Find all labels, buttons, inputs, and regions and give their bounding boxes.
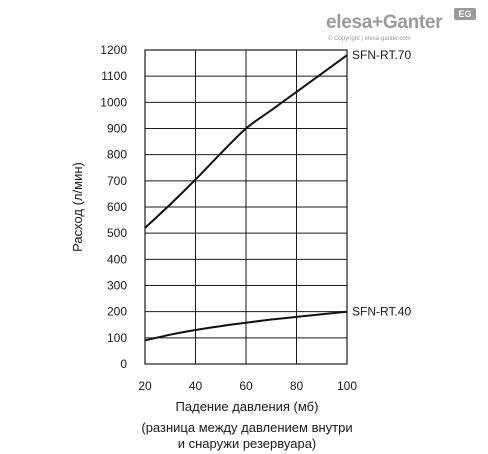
x-tick-label: 60 — [239, 379, 253, 393]
plot-frame — [144, 49, 348, 365]
y-tick-label: 500 — [107, 226, 127, 240]
brand-logo-block: elesa+Ganter EG © Copyright | elesa-gant… — [326, 8, 476, 48]
y-tick-label: 1200 — [100, 43, 127, 57]
y-tick-label: 900 — [107, 122, 127, 136]
series-label-sfn-rt-40: SFN-RT.40 — [352, 305, 411, 319]
x-axis-title: Падение давления (мб) — [176, 399, 319, 414]
y-tick-label: 600 — [107, 200, 127, 214]
y-axis-title: Расход (л/мин) — [70, 162, 85, 252]
x-tick-label: 20 — [138, 379, 152, 393]
y-tick-label: 800 — [107, 148, 127, 162]
x-tick-label: 80 — [290, 379, 304, 393]
curve-layer: SFN-RT.70 SFN-RT.40 — [144, 48, 411, 342]
y-tick-label: 300 — [107, 279, 127, 293]
x-tick-label: 40 — [189, 379, 203, 393]
y-tick-label: 1000 — [100, 95, 127, 109]
eg-badge: EG — [454, 8, 476, 20]
y-tick-label: 200 — [107, 305, 127, 319]
elesa-ganter-logo: elesa+Ganter — [326, 12, 443, 33]
tick-layer: 0 100 200 300 400 500 600 700 800 900 1000 1100 1200… — [100, 43, 357, 393]
y-tick-label: 400 — [107, 252, 127, 266]
grid-layer — [144, 49, 348, 365]
series-line-sfn-rt-40 — [144, 310, 348, 342]
y-tick-label: 0 — [120, 357, 127, 371]
series-label-sfn-rt-70: SFN-RT.70 — [352, 48, 411, 62]
x-tick-label: 100 — [337, 379, 357, 393]
copyright-text: © Copyright | elesa-ganter.com — [328, 36, 411, 42]
series-line-sfn-rt-70 — [144, 54, 348, 229]
y-tick-label: 100 — [107, 331, 127, 345]
y-tick-label: 1100 — [101, 69, 127, 83]
note-line-1: (разница между давлением внутри — [141, 420, 353, 435]
note-line-2: и снаружи резервуара) — [177, 436, 317, 451]
y-tick-label: 700 — [107, 174, 127, 188]
